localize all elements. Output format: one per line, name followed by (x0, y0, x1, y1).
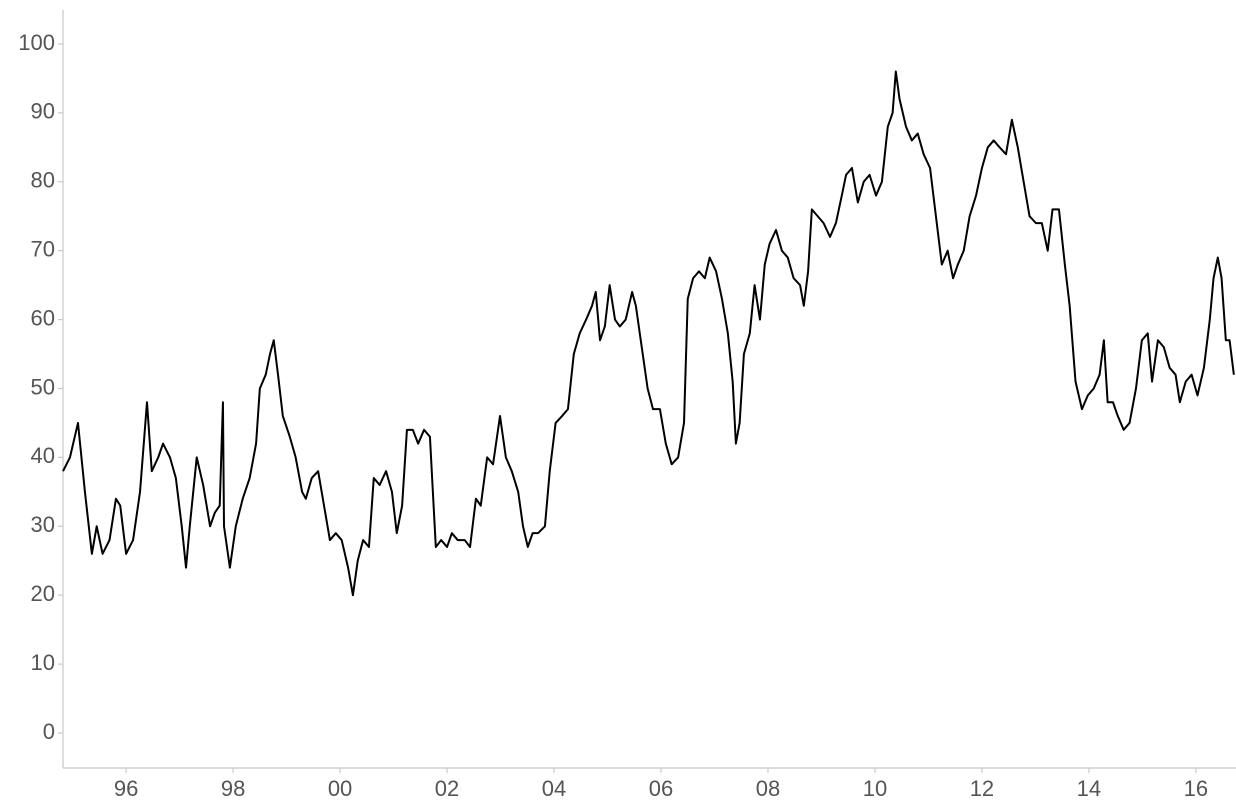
y-tick-label: 90 (31, 99, 55, 124)
y-tick-label: 50 (31, 374, 55, 399)
y-tick-label: 30 (31, 512, 55, 537)
x-tick-label: 04 (542, 776, 566, 801)
x-tick-label: 96 (114, 776, 138, 801)
y-tick-label: 40 (31, 443, 55, 468)
x-tick-label: 00 (328, 776, 352, 801)
y-tick-label: 70 (31, 236, 55, 261)
x-tick-label: 08 (756, 776, 780, 801)
data-line (62, 70, 1235, 597)
x-tick-label: 10 (863, 776, 887, 801)
y-tick-label: 60 (31, 305, 55, 330)
x-tick-label: 12 (970, 776, 994, 801)
x-tick-label: 02 (435, 776, 459, 801)
y-tick-label: 80 (31, 168, 55, 193)
x-tick-label: 14 (1077, 776, 1101, 801)
y-tick-label: 0 (43, 719, 55, 744)
x-tick-label: 16 (1184, 776, 1208, 801)
y-tick-label: 20 (31, 581, 55, 606)
x-tick-label: 06 (649, 776, 673, 801)
y-tick-label: 100 (18, 30, 55, 55)
x-tick-label: 98 (221, 776, 245, 801)
y-tick-label: 10 (31, 650, 55, 675)
